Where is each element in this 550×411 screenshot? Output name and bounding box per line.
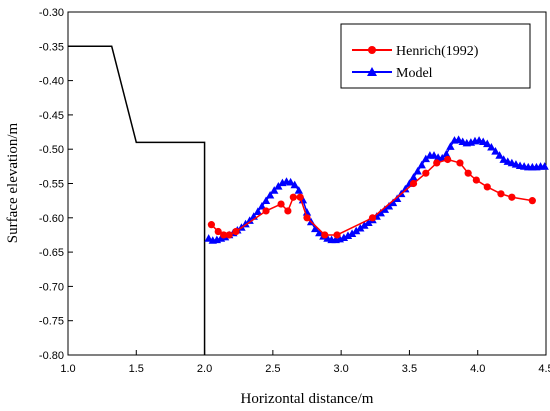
data-point-model <box>495 151 504 159</box>
data-point-henrich-1992 <box>207 221 215 229</box>
legend-henrich-marker <box>368 46 376 54</box>
y-tick-label: -0.65 <box>39 247 64 259</box>
x-tick-label: 4.5 <box>538 363 550 375</box>
data-point-model <box>388 198 398 207</box>
x-tick-label: 3.5 <box>402 363 417 375</box>
y-tick-label: -0.40 <box>39 76 64 88</box>
data-point-model <box>274 182 283 190</box>
data-point-model <box>364 218 373 226</box>
data-point-model <box>261 196 271 205</box>
y-tick-label: -0.75 <box>39 316 64 328</box>
data-point-model <box>540 162 549 170</box>
data-point-henrich-1992 <box>225 231 233 239</box>
data-point-henrich-1992 <box>483 183 491 191</box>
data-point-henrich-1992 <box>528 197 536 205</box>
data-point-henrich-1992 <box>333 231 341 239</box>
data-point-henrich-1992 <box>262 207 270 215</box>
data-point-henrich-1992 <box>497 190 505 198</box>
data-point-model <box>409 173 418 181</box>
data-point-model <box>421 154 431 163</box>
data-point-model <box>491 147 500 155</box>
data-point-henrich-1992 <box>508 193 516 201</box>
x-tick-label: 4.0 <box>470 363 485 375</box>
data-point-model <box>286 177 295 186</box>
data-point-henrich-1992 <box>220 231 228 239</box>
data-point-model <box>351 226 361 235</box>
y-tick-label: -0.35 <box>39 41 64 53</box>
data-point-model <box>446 142 455 150</box>
y-tick-label: -0.55 <box>39 179 64 191</box>
series-group <box>204 135 549 244</box>
data-point-model <box>487 142 496 151</box>
data-point-henrich-1992 <box>284 207 292 215</box>
data-point-model <box>483 139 492 148</box>
data-point-model <box>241 219 250 228</box>
y-tick-label: -0.45 <box>39 110 64 122</box>
data-point-model <box>413 166 422 175</box>
data-point-henrich-1992 <box>422 169 430 177</box>
data-point-henrich-1992 <box>214 227 222 236</box>
data-point-model <box>294 186 304 194</box>
data-point-model <box>442 149 451 158</box>
x-tick-label: 1.0 <box>60 363 75 375</box>
data-point-henrich-1992 <box>472 176 480 184</box>
data-point-henrich-1992 <box>321 231 329 239</box>
data-point-model <box>310 224 320 233</box>
axis-ticks: 1.0 1.5 2.0 2.5 3.0 3.5 4.0 4.5 -0.30 -0.35 -0.40 -… <box>39 7 550 375</box>
data-point-henrich-1992 <box>289 193 297 201</box>
data-point-model <box>376 208 385 217</box>
data-point-model <box>253 207 263 215</box>
data-point-model <box>380 205 390 213</box>
data-point-henrich-1992 <box>433 159 441 167</box>
data-point-henrich-1992 <box>277 200 285 208</box>
y-tick-label: -0.80 <box>39 350 64 362</box>
legend-model-label: Model <box>396 66 433 81</box>
x-axis-label: Horizontal distance/m <box>241 391 374 407</box>
x-tick-label: 3.0 <box>333 363 348 375</box>
series-model <box>204 135 549 244</box>
data-point-model <box>343 231 353 239</box>
data-point-model <box>417 160 426 169</box>
x-tick-label: 2.5 <box>265 363 280 375</box>
data-point-model <box>265 190 275 199</box>
series-henrich-1992 <box>207 155 536 239</box>
profile-polyline <box>68 45 206 355</box>
x-tick-label: 2.0 <box>197 363 212 375</box>
data-point-henrich-1992 <box>232 227 240 236</box>
y-axis-label: Surface elevation/m <box>5 122 21 243</box>
profile-line <box>68 45 206 355</box>
data-point-henrich-1992 <box>464 169 472 177</box>
data-point-model <box>290 180 299 189</box>
data-point-model <box>356 223 365 232</box>
x-tick-label: 1.5 <box>129 363 144 375</box>
data-point-model <box>401 184 410 193</box>
legend-model-marker <box>367 67 377 76</box>
legend-henrich-label: Henrich(1992) <box>396 44 479 59</box>
data-point-model <box>257 201 267 210</box>
y-tick-label: -0.30 <box>39 7 64 19</box>
data-point-model <box>339 233 349 242</box>
data-point-henrich-1992 <box>296 193 304 201</box>
data-point-model <box>270 186 279 194</box>
legend: Henrich(1992) Model <box>340 23 531 89</box>
y-tick-label: -0.70 <box>39 281 64 293</box>
y-tick-label: -0.60 <box>39 213 64 225</box>
series-line-henrich-1992 <box>210 158 533 236</box>
data-point-model <box>245 216 254 224</box>
data-point-henrich-1992 <box>456 159 464 167</box>
legend-box <box>340 23 531 89</box>
y-tick-label: -0.50 <box>39 144 64 156</box>
data-point-henrich-1992 <box>368 214 377 222</box>
data-point-model <box>360 221 369 229</box>
data-point-henrich-1992 <box>303 214 311 222</box>
data-point-model <box>384 201 394 210</box>
data-point-henrich-1992 <box>444 155 452 164</box>
data-point-henrich-1992 <box>409 179 418 188</box>
data-point-model <box>347 229 357 237</box>
